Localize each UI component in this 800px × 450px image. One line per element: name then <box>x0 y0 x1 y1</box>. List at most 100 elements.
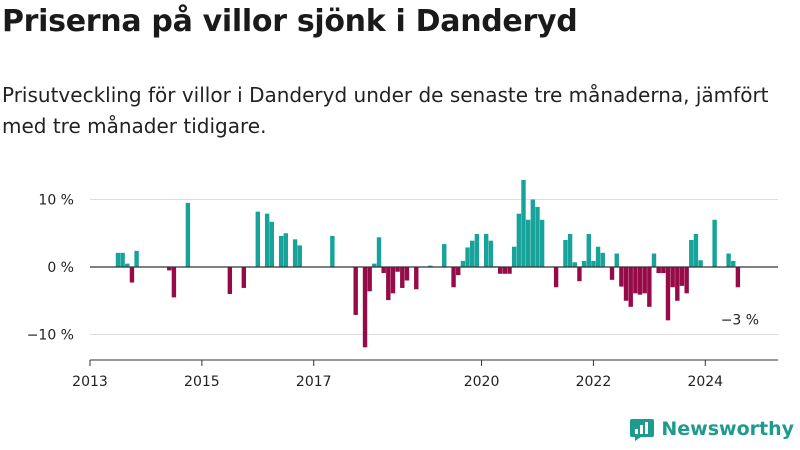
x-tick-label: 2020 <box>464 374 500 390</box>
bar-negative <box>404 267 410 281</box>
brand-name: Newsworthy <box>661 418 794 440</box>
bar-negative <box>171 267 177 298</box>
bar-positive <box>731 260 736 267</box>
x-tick-label: 2013 <box>72 374 108 390</box>
x-tick-label: 2015 <box>184 374 220 390</box>
bar-positive <box>614 253 619 267</box>
bar-positive <box>525 219 531 267</box>
bar-positive <box>488 240 494 267</box>
bar-negative <box>637 267 643 295</box>
bar-negative <box>735 267 741 288</box>
y-tick-label: 0 % <box>47 260 74 276</box>
bar-positive <box>591 260 596 267</box>
bar-negative <box>502 267 508 274</box>
bar-positive <box>698 260 703 267</box>
gridlines <box>90 199 778 335</box>
bar-negative <box>386 267 391 301</box>
brand-logo: Newsworthy <box>629 414 794 444</box>
bar-negative <box>609 267 615 280</box>
bar-positive <box>115 252 121 267</box>
y-axis: 10 % 0 % −10 % <box>27 193 74 344</box>
bar-negative <box>623 267 629 301</box>
bar-positive <box>460 260 466 267</box>
bar-negative <box>227 267 233 294</box>
bar-positive <box>689 240 694 267</box>
bar-negative <box>675 267 680 301</box>
bar-positive <box>511 246 517 267</box>
bar-negative <box>390 267 396 294</box>
bar-negative <box>362 267 368 348</box>
bar-positive <box>521 179 526 267</box>
bar-negative <box>679 267 685 286</box>
bar-positive <box>134 250 139 267</box>
bars <box>90 179 778 348</box>
bar-positive <box>185 202 191 267</box>
bar-positive <box>428 265 433 267</box>
bar-negative <box>367 267 372 292</box>
bar-positive <box>600 252 605 267</box>
bar-positive <box>297 245 302 267</box>
bar-positive <box>278 235 284 267</box>
bar-positive <box>376 237 382 267</box>
bar-negative <box>456 267 461 276</box>
bar-positive <box>125 263 130 267</box>
bar-negative <box>167 267 172 271</box>
bar-positive <box>330 235 335 267</box>
bar-positive <box>712 219 717 267</box>
bar-negative <box>633 267 638 294</box>
bar-positive <box>474 233 480 267</box>
bar-positive <box>651 253 657 267</box>
bar-positive <box>372 263 377 267</box>
x-tick-label: 2017 <box>296 374 332 390</box>
x-tick-label: 2024 <box>687 374 723 390</box>
bar-positive <box>442 244 447 267</box>
bar-negative <box>507 267 512 274</box>
bar-positive <box>530 199 536 267</box>
bar-positive <box>255 211 261 267</box>
y-tick-label: −10 % <box>27 328 74 344</box>
bar-negative <box>670 267 675 288</box>
bar-negative <box>577 267 582 282</box>
page-title: Priserna på villor sjönk i Danderyd <box>2 4 578 39</box>
bar-positive <box>693 233 699 267</box>
bar-negative <box>353 267 358 315</box>
bar-chart-logo-icon <box>630 419 655 441</box>
bar-positive <box>581 260 587 267</box>
bar-negative <box>619 267 624 287</box>
bar-negative <box>381 267 386 274</box>
bar-positive <box>483 233 489 267</box>
bar-positive <box>535 206 540 267</box>
bar-positive <box>283 233 288 267</box>
bar-negative <box>414 267 419 290</box>
chart-subtitle: Prisutveckling för villor i Danderyd und… <box>2 83 769 138</box>
bar-negative <box>400 267 405 288</box>
bar-chart: 2013 2015 2017 2020 2022 2024 10 % 0 % −10 % −3… <box>27 179 778 390</box>
bar-positive <box>292 239 298 267</box>
bar-positive <box>264 213 270 267</box>
bar-positive <box>539 219 545 267</box>
bar-negative <box>665 267 671 321</box>
bar-positive <box>120 252 125 267</box>
bar-positive <box>586 233 591 267</box>
x-tick-label: 2022 <box>576 374 612 390</box>
bar-negative <box>241 267 247 288</box>
bar-positive <box>269 221 274 267</box>
bar-positive <box>572 262 577 267</box>
bar-negative <box>684 267 689 294</box>
bar-negative <box>661 267 666 274</box>
y-tick-label: 10 % <box>38 193 74 209</box>
bar-negative <box>628 267 633 307</box>
bar-positive <box>563 240 568 267</box>
bar-negative <box>553 267 559 288</box>
bar-positive <box>465 247 470 267</box>
bar-negative <box>451 267 456 288</box>
bar-negative <box>497 267 503 274</box>
last-value-annotation: −3 % <box>721 312 759 328</box>
bar-positive <box>567 233 573 267</box>
bar-positive <box>726 253 731 267</box>
bar-negative <box>642 267 647 294</box>
bar-negative <box>395 267 400 272</box>
x-axis: 2013 2015 2017 2020 2022 2024 <box>72 359 778 390</box>
bar-positive <box>470 240 475 267</box>
bar-negative <box>129 267 135 283</box>
